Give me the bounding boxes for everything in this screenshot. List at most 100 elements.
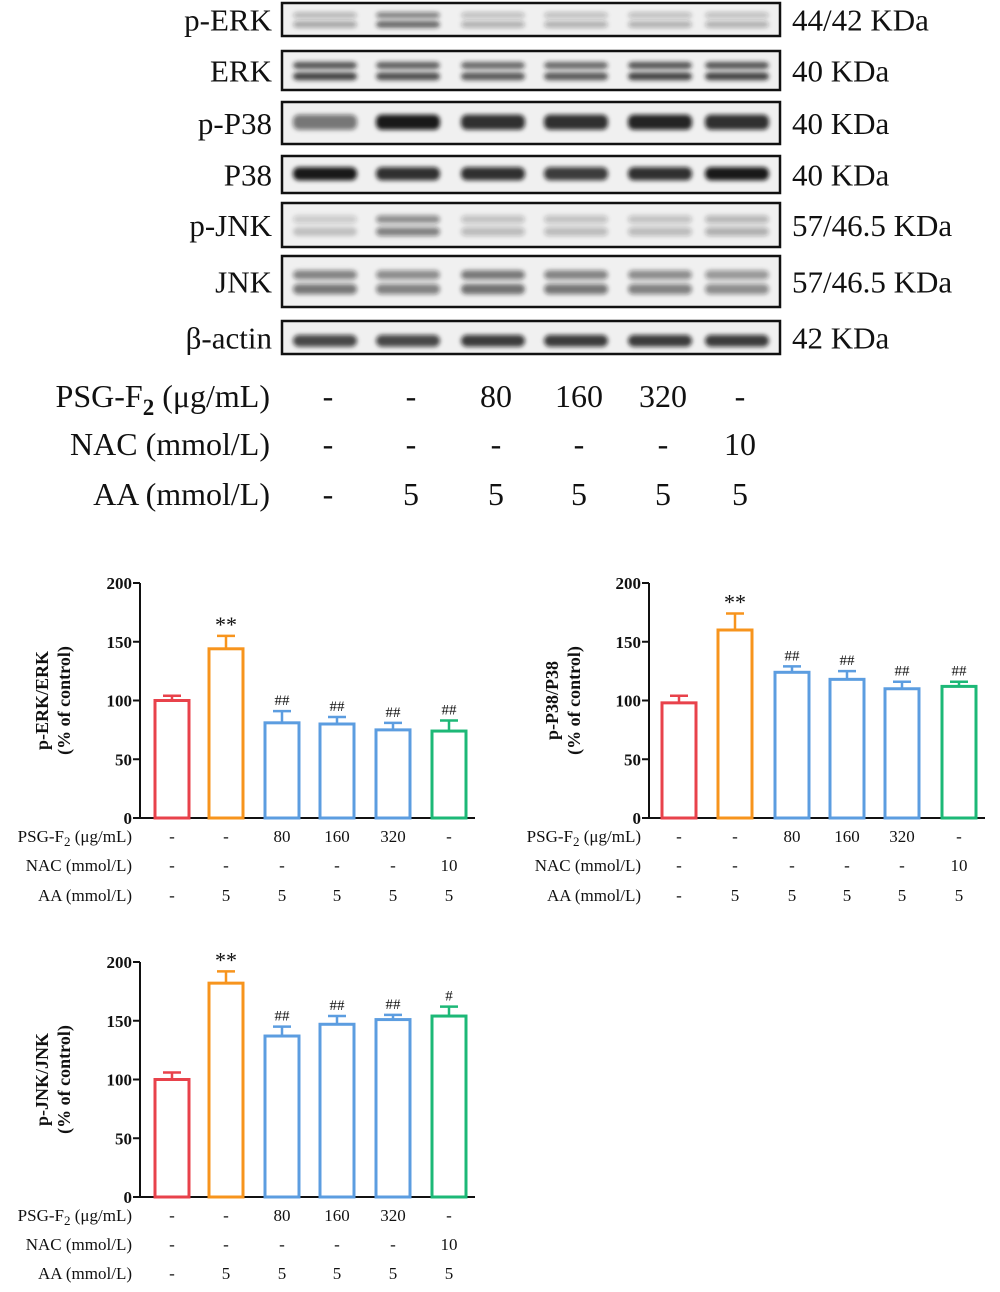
bar bbox=[318, 1022, 356, 1199]
bar bbox=[716, 628, 754, 820]
chart-treatment-value: 320 bbox=[380, 827, 406, 846]
blot-band bbox=[544, 284, 608, 295]
blot-band bbox=[544, 215, 608, 224]
blot-bands bbox=[293, 114, 769, 130]
treatment-value: - bbox=[491, 426, 502, 462]
treatment-value: - bbox=[735, 378, 746, 414]
y-tick-label: 100 bbox=[107, 692, 133, 711]
blot-band bbox=[544, 270, 608, 280]
y-tick-label: 150 bbox=[616, 633, 642, 652]
y-axis-label: p-P38/P38 bbox=[542, 661, 562, 740]
blot-mw-label: 57/46.5 KDa bbox=[792, 265, 952, 300]
blot-band bbox=[461, 215, 525, 224]
bar bbox=[883, 687, 921, 820]
treatment-value: - bbox=[406, 426, 417, 462]
blot-band bbox=[293, 114, 357, 130]
significance-hash: ## bbox=[330, 998, 346, 1014]
blot-label: p-JNK bbox=[189, 208, 272, 243]
blot-band bbox=[376, 284, 440, 295]
bar-chart-1: 0 50 100 150 200 p-ERK/ERK (% of control) ** ## #… bbox=[18, 574, 475, 905]
chart-treatment-label: NAC (mmol/L) bbox=[535, 856, 641, 875]
bar bbox=[374, 1018, 412, 1199]
chart-treatment-value: - bbox=[390, 1235, 396, 1254]
chart-treatment-value: 80 bbox=[784, 827, 801, 846]
y-tick-label: 200 bbox=[107, 953, 133, 972]
significance-hash: # bbox=[445, 989, 453, 1005]
blot-band bbox=[544, 12, 608, 19]
chart-treatment-value: - bbox=[956, 827, 962, 846]
chart-treatment-value: - bbox=[334, 856, 340, 875]
blot-bands bbox=[293, 334, 769, 347]
treatment-unit: (mmol/L) bbox=[62, 886, 132, 905]
blot-band bbox=[705, 334, 769, 347]
chart-treatment-value: - bbox=[169, 1264, 175, 1283]
bar bbox=[773, 670, 811, 820]
significance-hash: ## bbox=[840, 653, 856, 669]
treatment-name: NAC bbox=[70, 426, 138, 462]
blot-band bbox=[293, 72, 357, 81]
blot-band bbox=[544, 21, 608, 28]
chart-treatment-value: - bbox=[169, 1235, 175, 1254]
blot-band bbox=[293, 227, 357, 236]
western-blot-panel: p-ERK 44/42 KDa ERK 40 KDa p-P38 40 KDa P38 40 … bbox=[184, 1, 952, 356]
blot-band bbox=[376, 227, 440, 236]
chart-treatment-label: AA (mmol/L) bbox=[547, 886, 641, 905]
chart-treatment-value: 160 bbox=[324, 1206, 350, 1225]
y-axis-label-unit: (% of control) bbox=[564, 646, 585, 755]
blot-strip bbox=[280, 254, 782, 309]
y-tick-label: 0 bbox=[633, 809, 642, 828]
chart-treatment-value: 5 bbox=[843, 886, 852, 905]
blot-band bbox=[544, 167, 608, 181]
blot-band bbox=[628, 114, 692, 130]
treatment-name: NAC bbox=[535, 856, 571, 875]
y-axis-label-unit: (% of control) bbox=[54, 1025, 75, 1134]
treatment-value: - bbox=[406, 378, 417, 414]
chart-treatment-value: 5 bbox=[278, 1264, 287, 1283]
treatment-name: AA bbox=[93, 476, 139, 512]
treatment-value: - bbox=[658, 426, 669, 462]
chart-treatment-value: 5 bbox=[389, 1264, 398, 1283]
blot-label: p-P38 bbox=[198, 106, 272, 141]
chart-treatment-value: - bbox=[169, 1206, 175, 1225]
blot-strip bbox=[280, 154, 782, 195]
blot-row-p-erk: p-ERK 44/42 KDa bbox=[184, 1, 929, 38]
chart-treatment-label: PSG-F2 (μg/mL) bbox=[18, 1206, 132, 1228]
treatment-value: 5 bbox=[655, 476, 671, 512]
blot-band bbox=[628, 215, 692, 224]
blot-bands bbox=[293, 61, 769, 81]
bar bbox=[374, 728, 412, 820]
blot-row-p-jnk: p-JNK 57/46.5 KDa bbox=[189, 201, 952, 249]
significance-hash: ## bbox=[895, 664, 911, 680]
bar bbox=[263, 721, 301, 820]
blot-band bbox=[293, 21, 357, 28]
blot-band bbox=[705, 12, 769, 19]
significance-hash: ## bbox=[386, 705, 402, 721]
treatment-subscript: 2 bbox=[143, 395, 155, 420]
blot-band bbox=[376, 12, 440, 19]
blot-label: ERK bbox=[210, 54, 273, 89]
blot-row-p38: P38 40 KDa bbox=[224, 154, 890, 195]
chart-treatment-label: AA (mmol/L) bbox=[38, 886, 132, 905]
blot-mw-label: 57/46.5 KDa bbox=[792, 208, 952, 243]
bar-chart-2: 0 50 100 150 200 p-P38/P38 (% of control) ** ## #… bbox=[527, 574, 985, 905]
blot-band bbox=[461, 334, 525, 347]
treatment-name: AA bbox=[38, 886, 63, 905]
chart-treatment-value: 5 bbox=[445, 886, 454, 905]
blot-band bbox=[461, 284, 525, 295]
significance-hash: ## bbox=[442, 702, 458, 718]
treatment-value: - bbox=[323, 476, 334, 512]
blot-band bbox=[628, 270, 692, 280]
blot-band bbox=[376, 167, 440, 181]
blot-band bbox=[628, 72, 692, 81]
blot-band bbox=[705, 284, 769, 295]
blot-mw-label: 40 KDa bbox=[792, 54, 890, 89]
chart-treatment-value: 320 bbox=[380, 1206, 406, 1225]
y-tick-label: 100 bbox=[616, 692, 642, 711]
chart-treatment-value: - bbox=[223, 1235, 229, 1254]
significance-stars: ** bbox=[215, 612, 237, 637]
treatment-value: - bbox=[323, 426, 334, 462]
blot-band bbox=[544, 114, 608, 130]
blot-band bbox=[293, 270, 357, 280]
blot-band bbox=[376, 61, 440, 69]
